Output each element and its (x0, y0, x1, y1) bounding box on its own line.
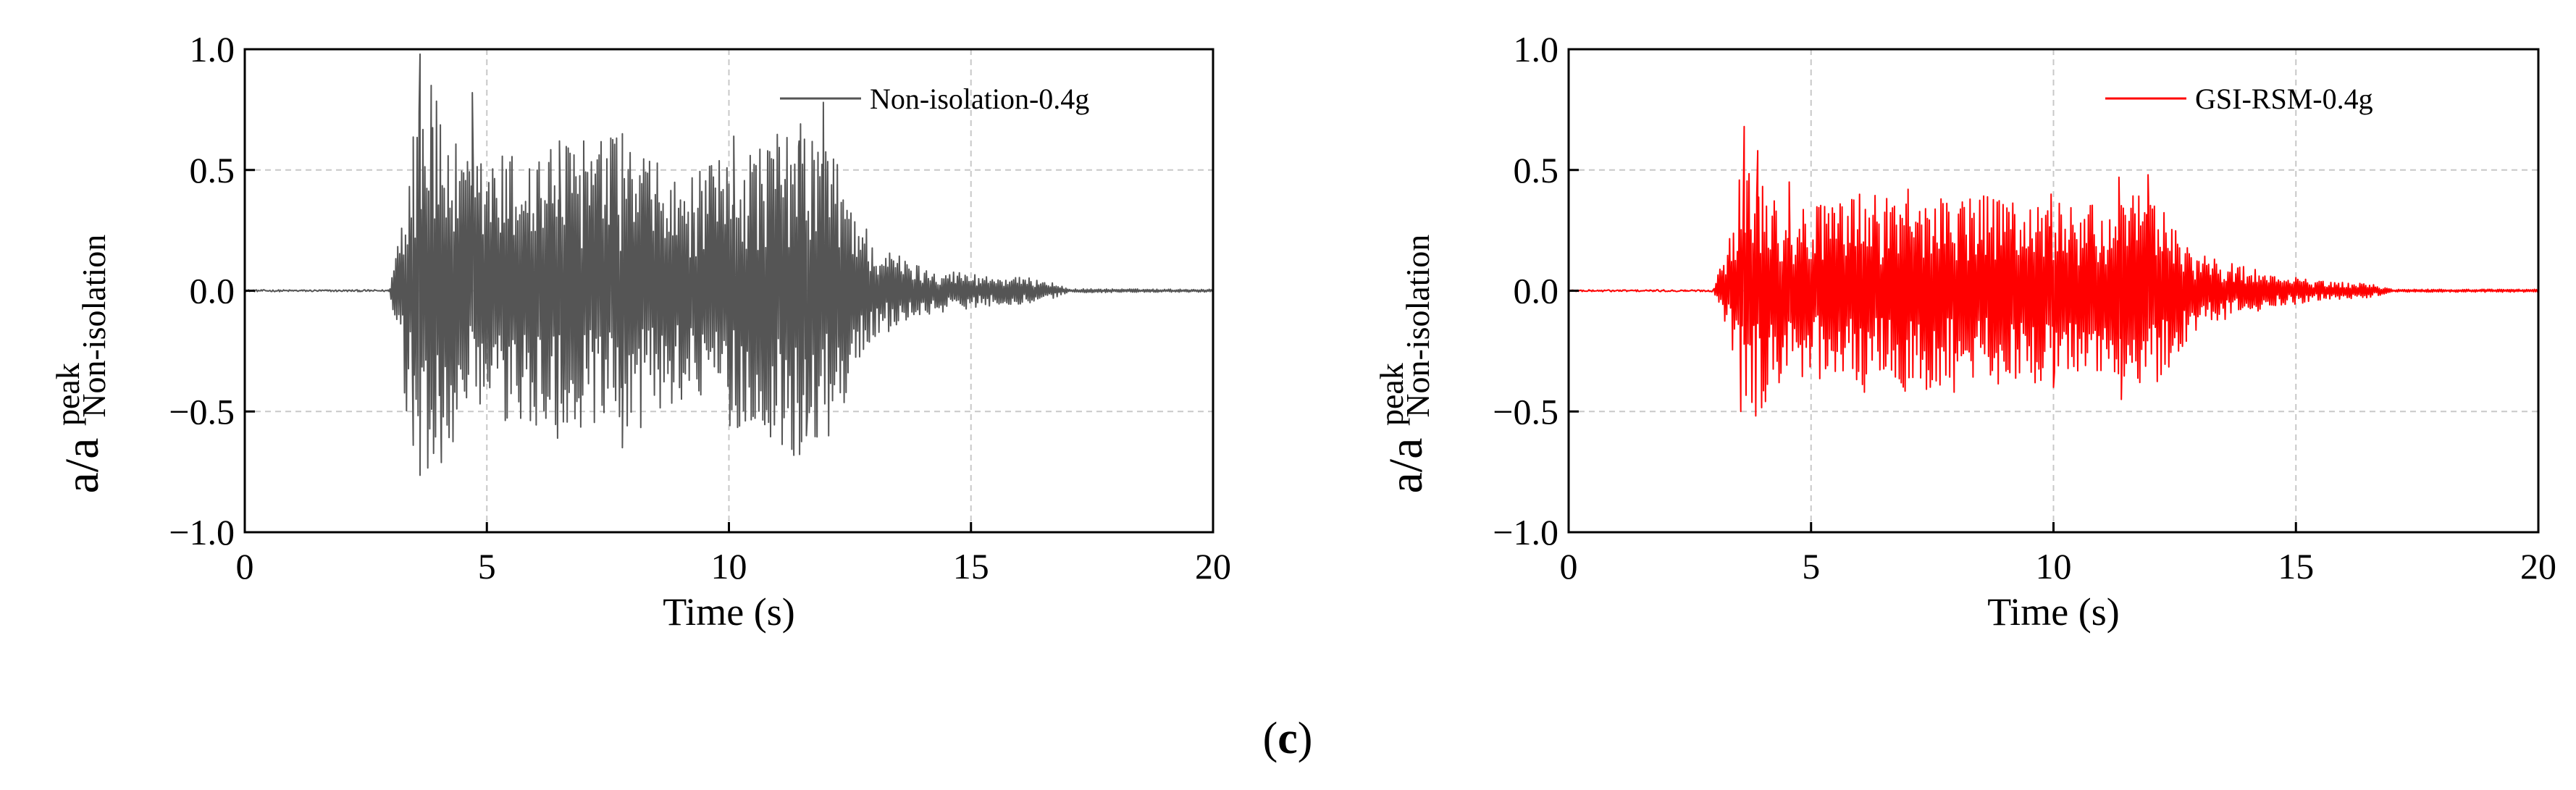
y-axis-label-sup: peak (49, 363, 86, 426)
y-axis-label-sup: peak (1373, 363, 1410, 426)
y-tick-label: 0.5 (1514, 150, 1559, 190)
x-tick-label: 10 (2036, 546, 2072, 587)
y-axis-label-left: a/a peak Non-isolation (37, 235, 112, 494)
x-tick-label: 15 (2278, 546, 2314, 587)
y-tick-label: 0.5 (190, 150, 235, 190)
y-tick-label: 0.0 (1514, 271, 1559, 311)
trace-non-isolation (245, 53, 1214, 476)
legend-right: GSI-RSM-0.4g (2105, 83, 2373, 115)
y-axis-label-right: a/a peak Non-isolation (1361, 235, 1436, 494)
trace-gsi-rsm (1568, 125, 2539, 417)
x-tick-label: 10 (711, 546, 747, 587)
x-tick-label: 5 (478, 546, 496, 587)
ticks-right: 0 5 10 15 20 1.0 0.5 0.0 −0.5 −1.0 (1493, 29, 2556, 587)
x-tick-label: 20 (2520, 546, 2556, 587)
x-tick-label: 20 (1195, 546, 1231, 587)
x-axis-label-left: Time (s) (663, 590, 795, 634)
y-axis-label-sub: Non-isolation (1399, 235, 1436, 418)
caption-letter: c (1277, 714, 1298, 763)
ticks-left: 0 5 10 15 20 1.0 0.5 0.0 −0.5 −1.0 (169, 29, 1231, 587)
y-tick-label: −1.0 (169, 512, 235, 552)
y-tick-label: 0.0 (190, 271, 235, 311)
y-tick-label: −0.5 (169, 391, 235, 432)
y-axis-label-main: a/a (56, 438, 109, 494)
caption-open: ( (1263, 714, 1278, 763)
y-axis-label-sub: Non-isolation (75, 235, 112, 418)
x-tick-label: 15 (953, 546, 989, 587)
x-tick-label: 5 (1802, 546, 1820, 587)
y-axis-label-main: a/a (1380, 438, 1432, 494)
legend-left: Non-isolation-0.4g (780, 83, 1089, 115)
caption-close: ) (1298, 714, 1313, 763)
panel-right: 0 5 10 15 20 1.0 0.5 0.0 −0.5 −1.0 GSI-RSM-0.4g T… (1361, 29, 2556, 634)
figure-caption: (c) (1263, 714, 1313, 763)
y-tick-label: 1.0 (1514, 29, 1559, 70)
legend-label-gsi-rsm: GSI-RSM-0.4g (2195, 83, 2373, 115)
y-tick-label: −1.0 (1493, 512, 1558, 552)
y-tick-label: 1.0 (190, 29, 235, 70)
x-tick-label: 0 (236, 546, 254, 587)
x-tick-label: 0 (1560, 546, 1578, 587)
y-tick-label: −0.5 (1493, 391, 1558, 432)
panel-left: 0 5 10 15 20 1.0 0.5 0.0 −0.5 −1.0 Non-isolation-… (37, 29, 1231, 634)
x-axis-label-right: Time (s) (1987, 590, 2120, 634)
legend-label-non-isolation: Non-isolation-0.4g (870, 83, 1089, 115)
